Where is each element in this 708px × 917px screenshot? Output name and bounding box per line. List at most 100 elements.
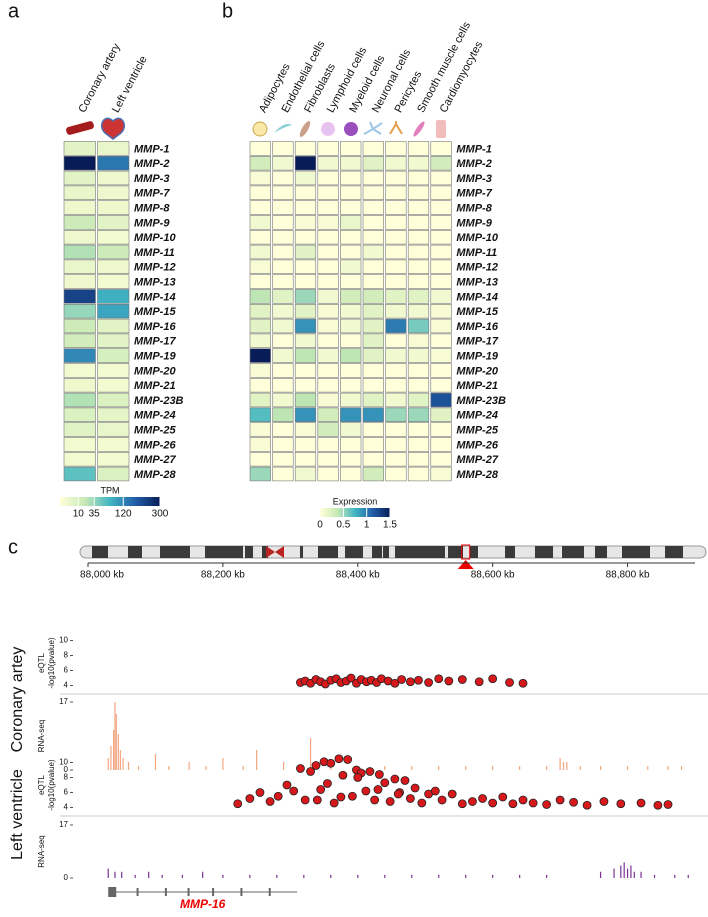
heatmap-cell xyxy=(385,141,407,156)
heatmap-cell xyxy=(430,392,452,408)
heatmap-cell xyxy=(340,141,362,156)
heatmap-cell xyxy=(317,230,339,245)
heatmap-cell xyxy=(340,200,362,215)
eqtl-point xyxy=(447,789,457,799)
rnaseq-bar xyxy=(303,874,305,878)
ideogram-band xyxy=(595,546,607,558)
row-label: MMP-20 xyxy=(134,365,176,377)
heatmap-cell xyxy=(249,466,271,482)
heatmap-cell xyxy=(272,156,294,171)
eqtl-point xyxy=(245,794,255,803)
x-tick-label: 88,400 kb xyxy=(336,570,380,581)
heatmap-cell xyxy=(362,407,384,422)
eqtl-point xyxy=(273,791,283,801)
heatmap-cell xyxy=(385,230,407,245)
heatmap-cell xyxy=(407,230,430,245)
row-label: MMP-7 xyxy=(134,188,170,200)
heatmap-cell xyxy=(407,333,430,348)
heatmap-cell xyxy=(385,363,407,378)
heart-icon xyxy=(101,117,125,140)
heatmap-cell xyxy=(385,437,407,452)
rnaseq-bar xyxy=(647,766,649,770)
ideogram-band xyxy=(470,546,478,558)
heatmap-cell xyxy=(63,215,96,230)
heatmap-cell xyxy=(430,407,452,422)
rnaseq-bar xyxy=(465,874,467,878)
heatmap-cell xyxy=(340,230,362,245)
heatmap-cell xyxy=(294,289,317,304)
heatmap-cell xyxy=(340,466,362,482)
rnaseq-bar xyxy=(168,766,170,770)
heatmap-cell xyxy=(97,451,130,467)
eqtl-point xyxy=(338,770,348,780)
eqtl-point xyxy=(405,677,415,687)
cardiomyocyte-icon xyxy=(436,120,446,138)
heatmap-cell xyxy=(249,200,271,215)
heatmap-cell xyxy=(272,451,294,467)
heatmap-cell xyxy=(430,348,452,363)
heatmap-cell xyxy=(272,377,294,393)
heatmap-cell xyxy=(249,348,271,363)
heatmap-cell xyxy=(294,333,317,348)
track-ylabel: -log10(pvalue) xyxy=(47,759,56,810)
eqtl-point xyxy=(326,758,336,768)
heatmap-cell xyxy=(362,274,384,289)
heatmap-cell xyxy=(385,170,407,186)
rnaseq-bar xyxy=(674,874,676,878)
row-label: MMP-17 xyxy=(134,336,176,348)
heatmap-cell xyxy=(294,422,317,437)
row-label: MMP-13 xyxy=(456,277,498,289)
heatmap-cell xyxy=(362,363,384,378)
heatmap-cell xyxy=(362,333,384,348)
rnaseq-bar xyxy=(623,862,625,878)
ideogram-band xyxy=(505,546,515,558)
heatmap-cell xyxy=(272,215,294,230)
heatmap-cell xyxy=(97,200,130,215)
heatmap-cell xyxy=(430,466,452,482)
heatmap-cell xyxy=(407,392,430,408)
heatmap-cell xyxy=(249,407,271,422)
row-label: MMP-21 xyxy=(134,380,176,392)
rnaseq-bar xyxy=(667,766,669,770)
rnaseq-bar xyxy=(492,766,494,770)
heatmap-cell xyxy=(63,185,96,200)
heatmap-cell xyxy=(294,244,317,260)
heatmap-cell xyxy=(385,318,407,334)
heatmap-cell xyxy=(407,451,430,467)
y-tick-label: 0 xyxy=(64,873,69,882)
row-label: MMP-9 xyxy=(134,217,170,229)
heatmap-cell xyxy=(63,259,96,274)
rnaseq-bar xyxy=(546,766,548,770)
colorbar-tick-label: 1 xyxy=(364,520,370,531)
heatmap-cell xyxy=(97,407,130,422)
heatmap-cell xyxy=(249,170,271,186)
eqtl-point xyxy=(616,799,626,809)
heatmap-cell xyxy=(97,422,130,437)
eqtl-point xyxy=(636,798,646,808)
heatmap-cell xyxy=(407,141,430,156)
heatmap-cell xyxy=(430,141,452,156)
heatmap-cell xyxy=(317,141,339,156)
column-label: Left ventricle xyxy=(110,54,150,115)
heatmap-cell xyxy=(407,377,430,393)
eqtl-point xyxy=(417,798,427,808)
heatmap-cell xyxy=(97,185,130,200)
y-tick-label: 4 xyxy=(64,681,69,690)
rnaseq-bar xyxy=(330,766,332,770)
artery-icon xyxy=(66,121,94,135)
track-label: RNA-seq xyxy=(37,720,46,752)
heatmap-cell xyxy=(317,348,339,363)
heatmap-cell xyxy=(385,348,407,363)
heatmap-cell xyxy=(407,185,430,200)
row-label: MMP-8 xyxy=(134,203,170,215)
heatmap-cell xyxy=(340,392,362,408)
rnaseq-bar xyxy=(148,871,150,878)
rnaseq-bar xyxy=(633,871,635,878)
rnaseq-bar xyxy=(626,766,629,770)
heatmap-cell xyxy=(317,156,339,171)
centromere xyxy=(266,546,284,558)
heatmap-cell xyxy=(385,200,407,215)
endothelial-icon xyxy=(274,124,292,133)
row-label: MMP-14 xyxy=(456,291,498,303)
heatmap-cell xyxy=(63,170,96,186)
